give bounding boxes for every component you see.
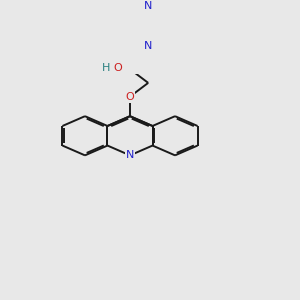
Text: O: O [114,63,122,73]
Text: N: N [126,150,134,161]
Text: N: N [144,41,152,51]
Text: O: O [126,92,134,102]
Text: H: H [102,63,110,73]
Text: N: N [144,2,152,11]
